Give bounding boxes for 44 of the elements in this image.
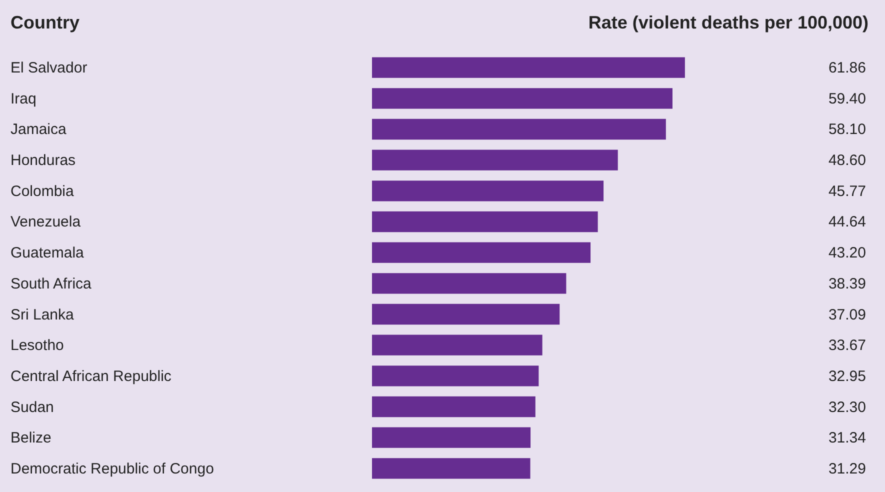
data-label: 31.29 <box>828 460 866 478</box>
data-label: 43.20 <box>828 244 866 262</box>
bar <box>372 396 536 418</box>
y-tick-label: South Africa <box>10 275 92 292</box>
bar <box>372 304 560 325</box>
y-tick-label: El Salvador <box>10 60 88 77</box>
data-label: 61.86 <box>828 60 866 77</box>
y-tick-label: Jamaica <box>10 121 68 138</box>
y-tick-label: Lesotho <box>10 337 64 354</box>
bar <box>372 150 618 170</box>
y-tick-label: Central African Republic <box>10 368 172 385</box>
data-label: 32.30 <box>828 398 866 416</box>
data-label: 45.77 <box>828 182 866 200</box>
x-axis-title: Rate (violent deaths per 100,000) <box>588 12 869 32</box>
data-label: 32.95 <box>828 368 866 385</box>
data-label: 58.10 <box>828 121 866 138</box>
bar <box>372 57 685 78</box>
y-tick-label: Honduras <box>10 152 76 170</box>
bar <box>372 458 530 479</box>
y-tick-label: Belize <box>10 430 52 447</box>
bar <box>372 427 531 448</box>
data-label: 33.67 <box>828 337 866 354</box>
data-label: 48.60 <box>828 152 866 170</box>
data-label: 31.34 <box>828 430 866 447</box>
bar <box>372 88 672 109</box>
bar <box>372 273 566 294</box>
y-tick-label: Iraq <box>10 90 36 108</box>
bar <box>372 242 591 263</box>
data-label: 37.09 <box>828 306 866 324</box>
y-tick-label: Democratic Republic of Congo <box>10 460 214 478</box>
bar <box>372 334 542 356</box>
data-label: 59.40 <box>828 90 866 108</box>
y-tick-label: Guatemala <box>10 244 85 262</box>
bar <box>372 366 539 386</box>
y-axis-title: Country <box>10 12 80 32</box>
y-tick-label: Sudan <box>10 398 54 416</box>
bar <box>372 211 598 232</box>
y-tick-label: Sri Lanka <box>10 306 75 324</box>
y-tick-label: Colombia <box>10 182 75 200</box>
bar <box>372 118 666 140</box>
data-label: 38.39 <box>828 275 866 292</box>
data-label: 44.64 <box>828 214 866 231</box>
y-tick-label: Venezuela <box>10 214 82 231</box>
bar <box>372 180 604 202</box>
